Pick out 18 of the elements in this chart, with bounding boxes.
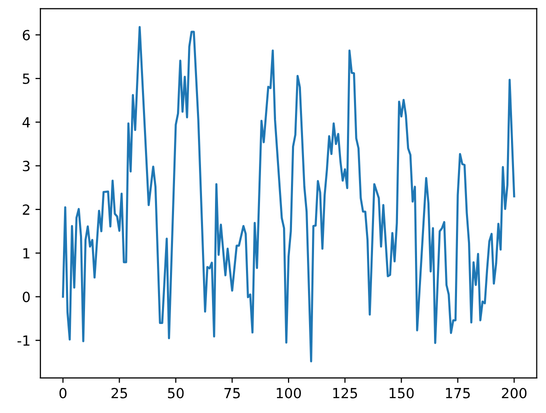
- y-tick-label: 4: [22, 117, 30, 128]
- y-tick-label: 5: [22, 74, 30, 84]
- y-tick-label: 6: [22, 30, 30, 40]
- y-tick-label: 1: [23, 248, 30, 258]
- x-tick-label: 100: [276, 388, 301, 398]
- x-tick-label: 0: [59, 388, 66, 398]
- x-tick-label: 200: [502, 388, 526, 398]
- y-tick-label: 2: [22, 204, 30, 215]
- x-tick-label: 25: [112, 388, 127, 398]
- x-tick-label: 175: [446, 388, 470, 398]
- line-series: [62, 26, 516, 362]
- x-tick-label: 50: [168, 388, 184, 398]
- x-tick-label: 75: [224, 388, 240, 398]
- y-tick-label: -1: [18, 336, 30, 346]
- y-tick-label: 3: [22, 160, 30, 172]
- x-tick-label: 150: [390, 388, 414, 398]
- x-tick-label: 125: [333, 388, 357, 398]
- y-tick-label: 0: [22, 292, 30, 302]
